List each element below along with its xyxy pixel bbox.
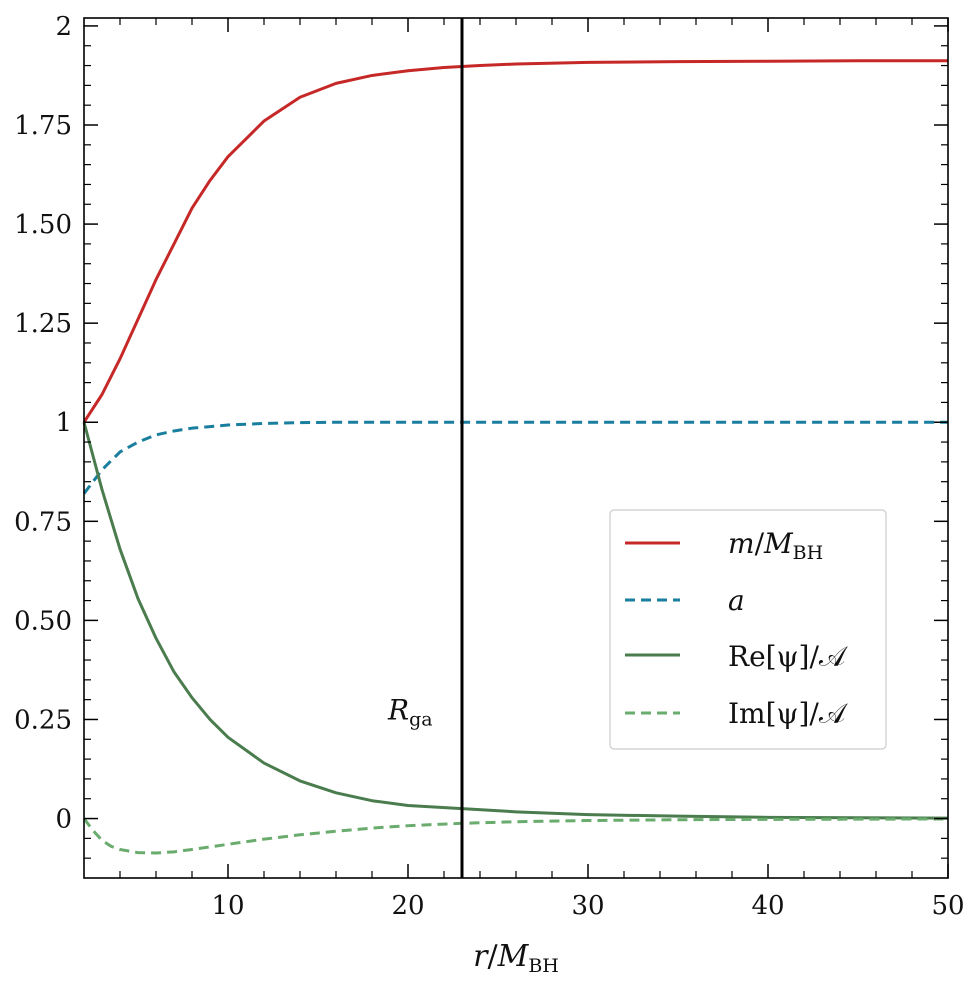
y-tick-label-2: 0.50 [14,606,72,636]
series-line-2 [82,421,949,820]
annotation-sub: ga [409,709,433,731]
annotation-main: R [387,694,409,727]
series-line-3 [82,817,949,855]
x-tick-label-1: 20 [391,891,424,921]
legend-label-a: a [728,584,745,617]
legend-m-slash: / [755,527,765,560]
x-tick-label-2: 30 [571,891,604,921]
vline-annotation: Rga [387,694,433,731]
y-tick-label-1: 0.25 [14,705,72,735]
tick-labels: 10 20 30 40 50 0 0.25 0.50 0.75 1 1.25 1.50 1.75 2 [14,12,964,921]
legend: m/MBH a Re[ψ]/𝒜 Im[ψ]/𝒜 [609,509,887,750]
x-tick-label-3: 40 [751,891,784,921]
legend-m-M: M [763,527,794,560]
x-axis-label: r/MBH [473,939,559,977]
y-tick-label-4: 1 [55,408,72,438]
x-axis-label-sub: BH [528,955,559,977]
y-tick-label-6: 1.50 [14,210,72,240]
legend-m-sub: BH [793,542,824,564]
x-axis-label-r: r [473,939,489,974]
y-tick-label-7: 1.75 [14,111,72,141]
legend-label-im: Im[ψ]/𝒜 [728,697,849,730]
legend-label-re: Re[ψ]/𝒜 [728,640,849,673]
x-axis-label-M: M [497,939,530,974]
x-tick-label-4: 50 [931,891,964,921]
x-tick-label-0: 10 [211,891,244,921]
legend-m-main: m [728,527,755,560]
legend-label-m: m/MBH [728,527,823,564]
y-tick-label-5: 1.25 [14,309,72,339]
series-line-0 [82,59,948,424]
series-line-1 [82,420,948,495]
x-axis-label-slash: / [487,939,498,974]
y-tick-label-3: 0.75 [14,507,72,537]
y-tick-label-0: 0 [55,805,72,835]
legend-box [609,509,887,750]
ticks [84,18,949,878]
y-tick-label-8: 2 [55,12,72,42]
plot-lines [82,59,949,855]
